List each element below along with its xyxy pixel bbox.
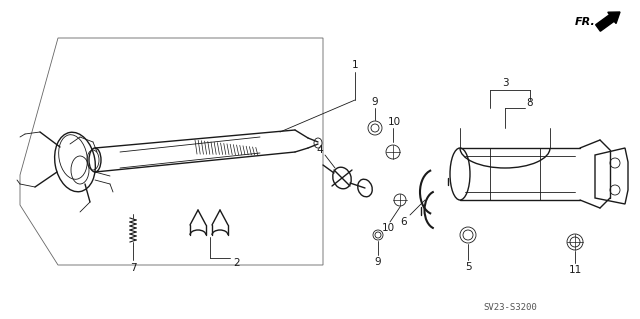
Text: 4: 4 (317, 145, 323, 155)
Text: 11: 11 (568, 265, 582, 275)
Text: 3: 3 (502, 78, 508, 88)
Text: FR.: FR. (575, 17, 596, 27)
Text: 9: 9 (374, 257, 381, 267)
Text: 10: 10 (381, 223, 395, 233)
Text: 7: 7 (130, 263, 136, 273)
Text: 8: 8 (527, 98, 533, 108)
FancyArrow shape (596, 12, 620, 31)
Text: 9: 9 (372, 97, 378, 107)
Text: 10: 10 (387, 117, 401, 127)
Text: 1: 1 (352, 60, 358, 70)
Text: SV23-S3200: SV23-S3200 (483, 303, 537, 313)
Text: 2: 2 (234, 258, 240, 268)
Text: 6: 6 (401, 217, 407, 227)
Text: 5: 5 (465, 262, 471, 272)
